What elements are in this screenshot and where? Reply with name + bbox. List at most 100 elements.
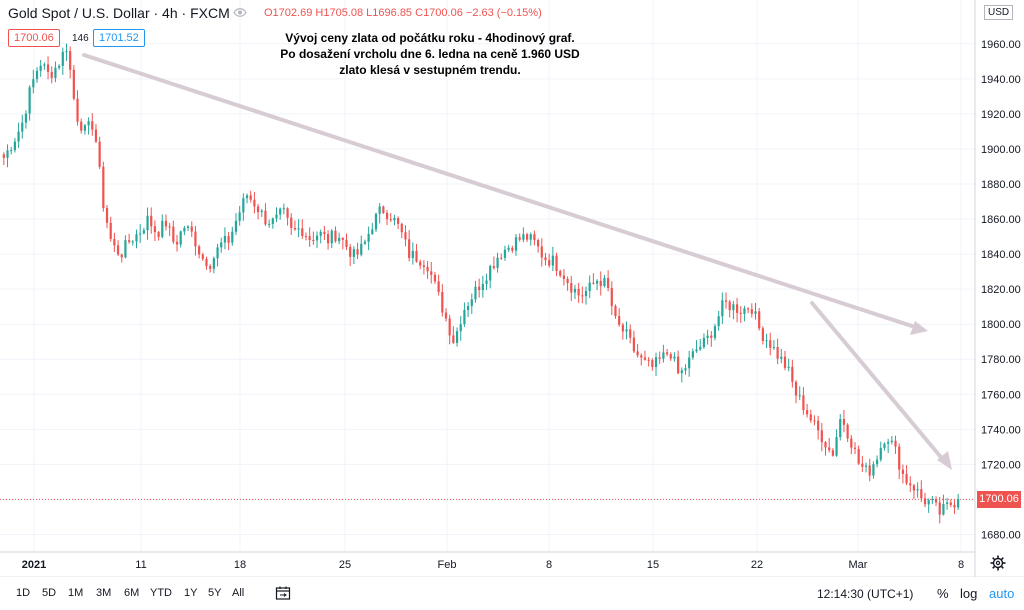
candle-body — [684, 368, 687, 371]
candle-body — [798, 395, 801, 397]
candle-body — [706, 335, 709, 339]
candle-body — [28, 87, 31, 114]
candle-body — [352, 249, 355, 257]
candle-body — [864, 465, 868, 467]
candle-body — [688, 357, 691, 369]
candle-body — [220, 242, 223, 248]
candle-body — [901, 469, 904, 474]
timeframe-1y[interactable]: 1Y — [184, 587, 198, 599]
annotation-note[interactable]: Vývoj ceny zlata od počátku roku - 4hodi… — [254, 30, 606, 78]
candles — [2, 43, 960, 524]
candle-body — [772, 347, 776, 349]
buy-price-button[interactable]: 1701.52 — [93, 29, 145, 47]
candle-body — [437, 281, 440, 293]
settings-gear-icon[interactable] — [990, 555, 1006, 571]
timeframe-ytd[interactable]: YTD — [150, 587, 172, 599]
candle-body — [293, 227, 297, 230]
candle-body — [514, 237, 518, 251]
sell-price-button[interactable]: 1700.06 — [8, 29, 60, 47]
candle-body — [13, 141, 17, 151]
last-price-label: 1700.06 — [977, 490, 1021, 508]
trend-arrows[interactable] — [82, 53, 952, 470]
timeframe-3m[interactable]: 3M — [96, 587, 112, 599]
candle-body — [470, 299, 473, 306]
candle-body — [131, 241, 134, 243]
candle-body — [743, 308, 746, 314]
candle-body — [607, 278, 610, 288]
timeframe-all[interactable]: All — [232, 587, 245, 599]
candle-body — [640, 355, 643, 358]
candle-body — [290, 217, 293, 228]
candle-body — [271, 218, 274, 224]
short-trend-line[interactable] — [810, 301, 947, 464]
timeframe-1d[interactable]: 1D — [16, 587, 31, 599]
candle-body — [161, 220, 164, 237]
long-trend-line[interactable] — [82, 53, 920, 330]
clock-timezone[interactable]: 12:14:30 (UTC+1) — [817, 587, 914, 601]
candle-body — [54, 67, 57, 78]
ohlc-values: O1702.69 H1705.08 L1696.85 C1700.06 −2.6… — [264, 7, 542, 19]
time-axis[interactable]: 2021 11 18 25 Feb 8 15 22 Mar 8 — [22, 559, 964, 571]
candle-body — [400, 223, 403, 233]
candle-body — [555, 255, 558, 272]
candle-body — [91, 121, 94, 130]
candle-body — [680, 370, 683, 374]
time-tick-label: 22 — [751, 559, 763, 571]
price-axis[interactable]: 1680.001700.001720.001740.001760.001780.… — [981, 39, 1021, 542]
candle-body — [791, 366, 794, 382]
candle-body — [430, 271, 433, 275]
candle-body — [794, 381, 798, 396]
candle-body — [330, 230, 333, 244]
candle-body — [923, 498, 927, 505]
candle-body — [735, 304, 739, 313]
timeframe-5y[interactable]: 5Y — [208, 587, 222, 599]
candle-body — [938, 502, 941, 515]
candle-body — [887, 441, 890, 444]
candle-body — [658, 357, 661, 359]
currency-label[interactable]: USD — [984, 5, 1014, 20]
candle-body — [98, 141, 101, 167]
candle-body — [662, 352, 665, 359]
candle-body — [58, 65, 61, 68]
candle-body — [153, 226, 157, 233]
candle-body — [780, 356, 783, 359]
time-tick-label: 8 — [958, 559, 964, 571]
symbol-title[interactable]: Gold Spot / U.S. Dollar · 4h · FXCM — [8, 5, 230, 21]
candle-body — [39, 65, 42, 71]
candle-body — [94, 129, 98, 142]
candle-body — [518, 237, 521, 240]
candle-body — [776, 347, 779, 359]
auto-scale-toggle[interactable]: auto — [989, 586, 1015, 601]
percent-scale-toggle[interactable]: % — [937, 586, 949, 601]
candle-body — [105, 208, 109, 223]
price-tick-label: 1740.00 — [981, 424, 1021, 436]
candle-body — [10, 150, 13, 152]
candle-body — [478, 286, 481, 291]
candle-body — [489, 266, 492, 281]
candle-body — [621, 324, 624, 332]
candle-body — [249, 195, 252, 200]
candle-body — [861, 463, 864, 467]
candle-body — [551, 255, 554, 266]
eye-icon[interactable] — [233, 7, 247, 18]
candle-body — [175, 241, 179, 245]
candle-body — [374, 213, 378, 230]
timeframe-1m[interactable]: 1M — [68, 587, 84, 599]
bottom-toolbar: 1D 5D 1M 3M 6M YTD 1Y 5Y All 12:14:30 (U… — [0, 577, 1024, 610]
price-tick-label: 1780.00 — [981, 354, 1021, 366]
candle-body — [216, 247, 219, 259]
candle-body — [113, 238, 116, 246]
candle-body — [603, 278, 606, 287]
note-line: Po dosažení vrcholu dne 6. ledna na ceně… — [280, 47, 580, 61]
short-trend-arrowhead — [937, 451, 952, 470]
candle-body — [651, 360, 654, 368]
candle-body — [677, 356, 680, 374]
timeframe-6m[interactable]: 6M — [124, 587, 140, 599]
calendar-range-icon[interactable] — [275, 585, 291, 601]
timeframe-5d[interactable]: 5D — [42, 587, 57, 599]
candle-body — [828, 447, 831, 451]
log-scale-toggle[interactable]: log — [960, 586, 978, 601]
candle-body — [485, 280, 488, 284]
